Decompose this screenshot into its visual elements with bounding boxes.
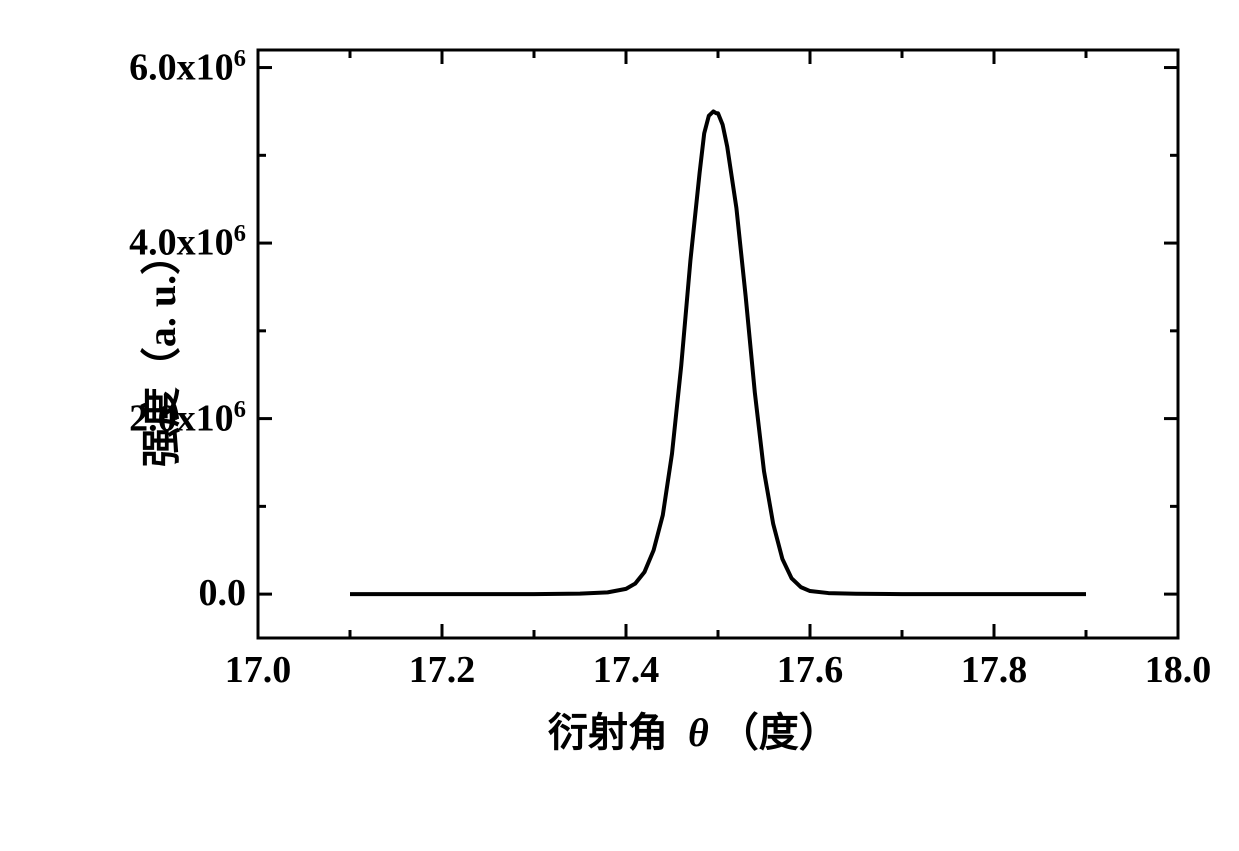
y-tick-label: 2.0x106: [129, 396, 246, 441]
y-tick-label: 0.0: [199, 571, 247, 615]
y-tick-label: 4.0x106: [129, 220, 246, 265]
x-tick-label: 17.6: [770, 648, 850, 692]
x-tick-label: 18.0: [1138, 648, 1218, 692]
x-tick-label: 17.2: [402, 648, 482, 692]
x-axis-label: 衍射角 θ （度）: [548, 700, 839, 758]
chart-container: 强度（a. u.） 衍射角 θ （度） 17.017.217.417.617.8…: [0, 0, 1239, 851]
x-tick-label: 17.4: [586, 648, 666, 692]
y-tick-label: 6.0x106: [129, 45, 246, 90]
x-tick-label: 17.0: [218, 648, 298, 692]
x-tick-label: 17.8: [954, 648, 1034, 692]
